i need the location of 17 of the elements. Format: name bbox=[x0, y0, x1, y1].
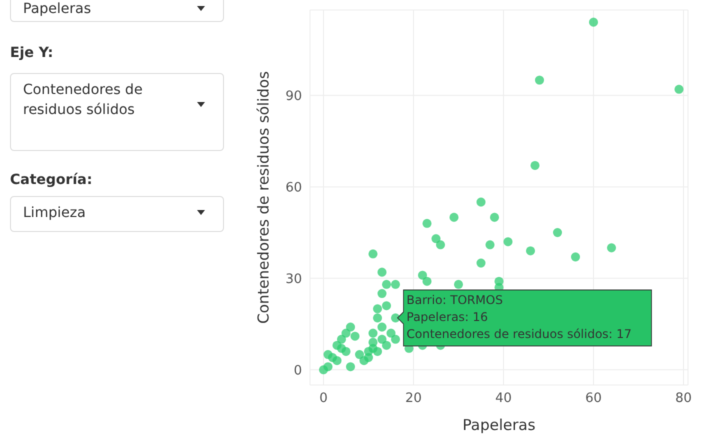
x-tick-label: 60 bbox=[585, 391, 602, 406]
dropdown-field: Limpieza bbox=[10, 196, 224, 232]
dropdown-field: Papeleras bbox=[10, 0, 224, 22]
y-tick-label: 30 bbox=[285, 272, 302, 287]
y-tick-label: 60 bbox=[285, 180, 302, 196]
text: Categoría: bbox=[10, 172, 92, 188]
annotation: Barrio: TORMOS Papeleras: 16 Contenedores de residuos sólidos: 17 bbox=[406, 292, 632, 341]
dropdown-field: Contenedores de residuos sólidos bbox=[10, 73, 224, 151]
x-axis-title: Papeleras bbox=[462, 416, 536, 434]
x-tick-label: 40 bbox=[495, 391, 512, 406]
x-tick-label: 80 bbox=[675, 391, 692, 406]
y-axis-title: Contenedores de residuos sólidos bbox=[254, 71, 272, 324]
y-tick-label: 0 bbox=[294, 363, 302, 378]
x-tick-label: 20 bbox=[405, 391, 422, 406]
text: Eje Y: bbox=[10, 45, 54, 61]
x-tick-label: 0 bbox=[319, 391, 328, 406]
y-tick-label: 90 bbox=[285, 88, 302, 104]
